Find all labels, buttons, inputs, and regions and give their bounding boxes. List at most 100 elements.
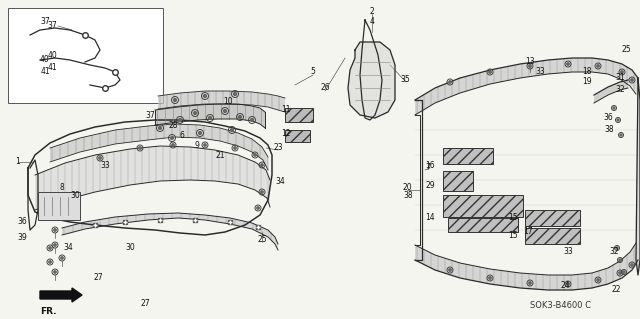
Text: 38: 38 — [604, 125, 614, 135]
Circle shape — [179, 119, 181, 122]
Text: 17: 17 — [523, 227, 533, 236]
Bar — [38, 192, 80, 220]
Text: 41: 41 — [40, 68, 50, 77]
Circle shape — [198, 132, 202, 134]
Text: 37: 37 — [145, 110, 155, 120]
Circle shape — [139, 147, 141, 149]
Circle shape — [619, 272, 621, 274]
Circle shape — [209, 117, 211, 119]
Circle shape — [49, 247, 51, 249]
FancyArrow shape — [40, 288, 82, 302]
Text: 13: 13 — [525, 57, 535, 66]
Text: 24: 24 — [560, 280, 570, 290]
Text: 12: 12 — [281, 129, 291, 137]
Text: 15: 15 — [508, 213, 518, 222]
Circle shape — [99, 157, 101, 159]
Circle shape — [489, 277, 492, 279]
Text: 5: 5 — [310, 68, 316, 77]
Text: 34: 34 — [63, 242, 73, 251]
Text: 27: 27 — [140, 299, 150, 308]
Text: 2: 2 — [370, 8, 374, 17]
Text: 6: 6 — [180, 131, 184, 140]
Text: 36: 36 — [17, 218, 27, 226]
Text: 9: 9 — [195, 142, 200, 151]
Text: 33: 33 — [535, 68, 545, 77]
Circle shape — [261, 164, 263, 166]
Text: 14: 14 — [425, 213, 435, 222]
Circle shape — [204, 144, 206, 146]
Text: SOK3-B4600 C: SOK3-B4600 C — [530, 301, 591, 310]
Text: 32: 32 — [615, 85, 625, 94]
Circle shape — [230, 129, 234, 131]
Text: 37: 37 — [40, 18, 50, 26]
Bar — [448, 218, 518, 232]
Circle shape — [567, 283, 569, 285]
Bar — [8, 8, 163, 103]
Circle shape — [159, 127, 161, 130]
Text: 21: 21 — [215, 151, 225, 160]
Text: 34: 34 — [275, 177, 285, 187]
Text: 22: 22 — [611, 286, 621, 294]
Circle shape — [619, 259, 621, 261]
Text: 8: 8 — [60, 183, 65, 192]
Circle shape — [449, 81, 451, 83]
Bar — [285, 130, 310, 142]
Circle shape — [529, 65, 531, 67]
Text: 29: 29 — [425, 181, 435, 189]
Circle shape — [204, 95, 206, 97]
Text: 10: 10 — [223, 98, 233, 107]
Circle shape — [529, 282, 531, 284]
Text: 35: 35 — [400, 76, 410, 85]
Text: 23: 23 — [273, 144, 283, 152]
Circle shape — [171, 137, 173, 139]
Text: 38: 38 — [403, 190, 413, 199]
Circle shape — [61, 257, 63, 259]
Circle shape — [239, 115, 241, 118]
Circle shape — [623, 271, 625, 273]
Polygon shape — [636, 78, 640, 275]
Circle shape — [613, 107, 615, 109]
Circle shape — [54, 244, 56, 246]
Polygon shape — [348, 42, 395, 118]
Circle shape — [54, 271, 56, 273]
Text: 40: 40 — [47, 50, 57, 60]
Text: 19: 19 — [582, 77, 592, 85]
Text: FR.: FR. — [40, 307, 56, 316]
Circle shape — [173, 99, 177, 101]
Circle shape — [172, 144, 174, 146]
Text: 16: 16 — [425, 160, 435, 169]
Text: 39: 39 — [17, 234, 27, 242]
Text: 36: 36 — [603, 114, 613, 122]
Text: 30: 30 — [70, 191, 80, 201]
Text: 11: 11 — [281, 106, 291, 115]
Circle shape — [449, 269, 451, 271]
Text: 25: 25 — [257, 235, 267, 244]
Text: 27: 27 — [93, 273, 103, 283]
Text: 7: 7 — [426, 164, 431, 173]
Circle shape — [193, 112, 196, 115]
Circle shape — [251, 119, 253, 122]
Text: 32: 32 — [609, 248, 619, 256]
Circle shape — [261, 191, 263, 193]
Circle shape — [257, 207, 259, 209]
Circle shape — [234, 147, 236, 149]
Circle shape — [596, 65, 599, 67]
Text: 33: 33 — [100, 160, 110, 169]
Text: 15: 15 — [508, 231, 518, 240]
Text: 28: 28 — [168, 122, 178, 130]
Circle shape — [616, 247, 618, 249]
Circle shape — [620, 134, 622, 136]
Text: 40: 40 — [40, 56, 50, 64]
Circle shape — [631, 79, 633, 81]
Text: 37: 37 — [47, 20, 57, 29]
Circle shape — [617, 119, 619, 121]
Circle shape — [234, 93, 236, 95]
Circle shape — [631, 264, 633, 266]
Bar — [525, 228, 580, 244]
Circle shape — [621, 71, 623, 73]
Circle shape — [596, 279, 599, 281]
Circle shape — [254, 154, 256, 156]
Bar — [443, 148, 493, 164]
Text: 18: 18 — [582, 68, 592, 77]
Circle shape — [489, 71, 492, 73]
